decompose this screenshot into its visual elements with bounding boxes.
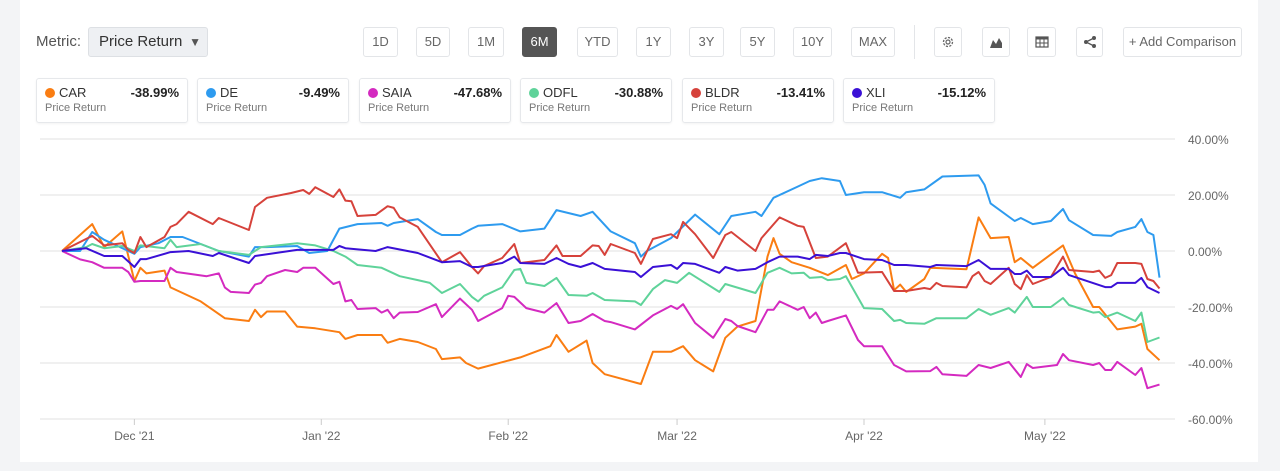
metric-label: Metric: xyxy=(36,33,81,50)
range-1m-button[interactable]: 1M xyxy=(468,27,504,57)
chart-type-icon xyxy=(990,38,1002,48)
series-color-dot xyxy=(45,88,55,98)
legend-metric: Price Return xyxy=(691,102,753,114)
series-line-saia xyxy=(61,250,1160,390)
y-tick-label: 40.00% xyxy=(1188,133,1229,147)
legend-ticker: BLDR xyxy=(705,85,740,100)
chart-panel xyxy=(20,0,1258,462)
legend-card-car[interactable]: CAR -38.99% Price Return xyxy=(36,78,188,123)
series-line-bldr xyxy=(61,186,1161,292)
range-1y-button[interactable]: 1Y xyxy=(636,27,671,57)
settings-button[interactable] xyxy=(934,27,962,57)
range-1d-button[interactable]: 1D xyxy=(363,27,398,57)
legend-card-de[interactable]: DE -9.49% Price Return xyxy=(197,78,349,123)
legend-ticker: DE xyxy=(220,85,239,100)
legend-metric: Price Return xyxy=(45,102,107,114)
series-color-dot xyxy=(529,88,539,98)
legend-value: -30.88% xyxy=(614,85,663,100)
range-5d-button[interactable]: 5D xyxy=(416,27,450,57)
legend-ticker: XLI xyxy=(866,85,886,100)
share-icon xyxy=(1083,36,1096,48)
legend-metric: Price Return xyxy=(368,102,430,114)
series-line-xli xyxy=(61,245,1160,294)
series-line-de xyxy=(62,174,1161,278)
series-color-dot xyxy=(368,88,378,98)
legend-metric: Price Return xyxy=(529,102,591,114)
range-ytd-button[interactable]: YTD xyxy=(577,27,618,57)
x-tick-label: May '22 xyxy=(1024,429,1066,443)
range-max-button[interactable]: MAX xyxy=(851,27,895,57)
gear-icon xyxy=(942,36,954,48)
legend-metric: Price Return xyxy=(852,102,914,114)
range-6m-button[interactable]: 6M xyxy=(522,27,557,57)
series-line-car xyxy=(61,216,1161,385)
y-tick-label: 0.00% xyxy=(1188,245,1222,259)
legend-ticker: CAR xyxy=(59,85,87,100)
y-tick-label: 20.00% xyxy=(1188,189,1229,203)
x-tick-label: Jan '22 xyxy=(302,429,341,443)
metric-select[interactable]: Price Return ▼ xyxy=(88,27,208,57)
toolbar-divider xyxy=(914,25,915,59)
legend-metric: Price Return xyxy=(206,102,268,114)
x-tick-label: Apr '22 xyxy=(845,429,883,443)
series-color-dot xyxy=(206,88,216,98)
range-3y-button[interactable]: 3Y xyxy=(689,27,724,57)
y-tick-label: -40.00% xyxy=(1188,357,1233,371)
legend-value: -13.41% xyxy=(776,85,825,100)
share-button[interactable] xyxy=(1076,27,1103,57)
legend-ticker: ODFL xyxy=(543,85,578,100)
legend-value: -47.68% xyxy=(453,85,502,100)
legend-card-bldr[interactable]: BLDR -13.41% Price Return xyxy=(682,78,834,123)
chevron-down-icon: ▼ xyxy=(189,35,201,49)
metric-select-value: Price Return xyxy=(99,33,183,50)
add-comparison-button[interactable]: + Add Comparison xyxy=(1123,27,1242,57)
x-tick-label: Dec '21 xyxy=(114,429,155,443)
legend-card-odfl[interactable]: ODFL -30.88% Price Return xyxy=(520,78,672,123)
legend-ticker: SAIA xyxy=(382,85,412,100)
legend-card-saia[interactable]: SAIA -47.68% Price Return xyxy=(359,78,511,123)
x-tick-label: Mar '22 xyxy=(657,429,697,443)
table-view-button[interactable] xyxy=(1027,27,1056,57)
series-color-dot xyxy=(691,88,701,98)
x-tick-label: Feb '22 xyxy=(488,429,528,443)
legend-value: -38.99% xyxy=(130,85,179,100)
range-10y-button[interactable]: 10Y xyxy=(793,27,832,57)
y-tick-label: -60.00% xyxy=(1188,413,1233,427)
series-line-odfl xyxy=(61,238,1160,343)
legend-value: -9.49% xyxy=(298,85,340,100)
y-tick-label: -20.00% xyxy=(1188,301,1233,315)
table-icon xyxy=(1034,36,1049,48)
legend-value: -15.12% xyxy=(937,85,986,100)
series-color-dot xyxy=(852,88,862,98)
range-5y-button[interactable]: 5Y xyxy=(740,27,775,57)
chart-type-button[interactable] xyxy=(982,27,1010,57)
legend-card-xli[interactable]: XLI -15.12% Price Return xyxy=(843,78,995,123)
